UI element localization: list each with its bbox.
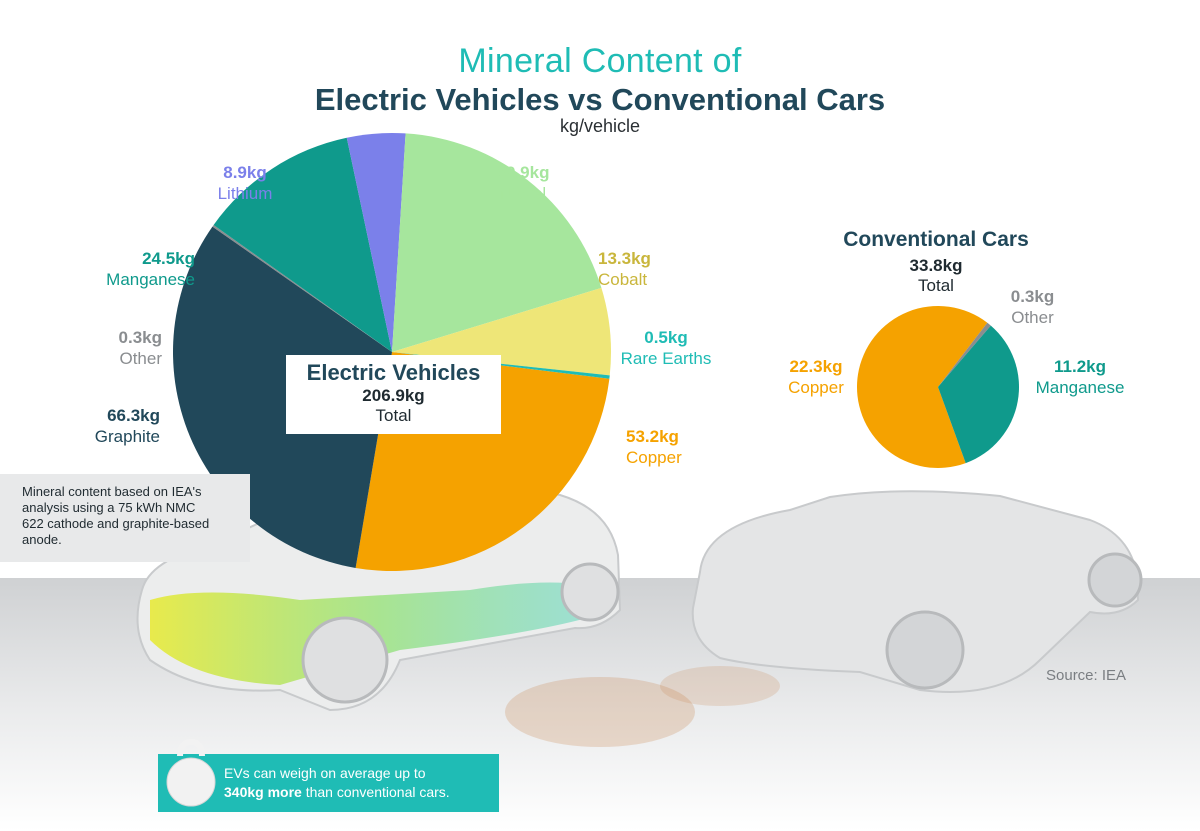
conventional-total-label: Total: [918, 276, 954, 295]
methodology-note-text: Mineral content based on IEA's analysis …: [22, 484, 210, 547]
cc-label-manganese-name: Manganese: [1035, 378, 1125, 397]
ev-total-label: Total: [375, 406, 412, 425]
cc-slice-manganese: [938, 325, 1019, 464]
conventional-total-value: 33.8kg: [909, 256, 963, 275]
ev-slice-other: [212, 224, 392, 352]
label-graphite-value: 66.3kg: [107, 406, 160, 425]
label-other: 0.3kg Other: [60, 327, 162, 369]
cc-label-copper-name: Copper: [788, 378, 844, 397]
ev-slice-cobalt: [392, 287, 611, 376]
label-manganese-value: 24.5kg: [142, 249, 195, 268]
label-graphite-name: Graphite: [94, 427, 160, 446]
label-copper: 53.2kg Copper: [626, 426, 746, 468]
weight-banner-bold: 340kg more: [224, 784, 302, 800]
weight-banner: EVs can weigh on average up to 340kg mor…: [158, 738, 499, 812]
methodology-note: Mineral content based on IEA's analysis …: [0, 474, 250, 562]
weight-banner-line1: EVs can weigh on average up to: [224, 765, 426, 781]
label-other-value: 0.3kg: [118, 328, 162, 347]
ev-total-value: 206.9kg: [362, 386, 425, 405]
cc-label-other: 0.3kg Other: [975, 286, 1090, 328]
kettlebell-icon: [166, 738, 216, 807]
cc-label-copper-value: 22.3kg: [789, 357, 843, 376]
ev-slice-nickel: [392, 133, 602, 352]
weight-banner-text: EVs can weigh on average up to 340kg mor…: [224, 764, 450, 802]
chart-unit: kg/vehicle: [559, 116, 641, 136]
ev-slice-lithium: [346, 133, 406, 352]
ev-total-box: Electric Vehicles 206.9kg Total: [286, 355, 501, 434]
label-other-name: Other: [119, 349, 162, 368]
chart-title: Electric Vehicles vs Conventional Cars: [314, 82, 886, 117]
label-rare-earths-value: 0.5kg: [644, 328, 688, 347]
label-rare-earths-name: Rare Earths: [620, 349, 712, 368]
label-cobalt: 13.3kg Cobalt: [598, 248, 718, 290]
cc-slice-copper: [857, 306, 988, 468]
label-copper-value: 53.2kg: [626, 427, 679, 446]
ev-pie-title: Electric Vehicles: [306, 360, 481, 385]
label-nickel: 39.9kg Nickel: [473, 162, 573, 204]
label-rare-earths: 0.5kg Rare Earths: [606, 327, 726, 369]
conventional-pie-chart: [857, 306, 1019, 468]
label-graphite: 66.3kg Graphite: [40, 405, 160, 447]
conventional-car: [691, 490, 1143, 693]
label-nickel-name: Nickel: [499, 184, 547, 203]
conventional-pie-title: Conventional Cars: [843, 228, 1029, 251]
label-copper-name: Copper: [626, 448, 682, 467]
cc-label-manganese-value: 11.2kg: [1054, 357, 1106, 376]
label-lithium-name: Lithium: [217, 184, 273, 203]
source-credit: Source: IEA: [1046, 667, 1127, 684]
label-manganese-name: Manganese: [106, 270, 195, 289]
weight-banner-rest: than conventional cars.: [305, 784, 450, 800]
label-cobalt-value: 13.3kg: [598, 249, 651, 268]
label-cobalt-name: Cobalt: [598, 270, 648, 289]
ev-slice-manganese: [213, 137, 392, 352]
exhaust-smoke: [505, 677, 695, 747]
cc-label-other-name: Other: [1011, 308, 1054, 327]
conventional-total: 33.8kg Total: [796, 256, 1076, 296]
cc-label-other-value: 0.3kg: [1010, 287, 1055, 306]
label-nickel-value: 39.9kg: [496, 163, 550, 182]
cc-label-copper: 22.3kg Copper: [762, 356, 870, 398]
chart-supertitle: Mineral Content of: [458, 42, 742, 80]
label-lithium: 8.9kg Lithium: [195, 162, 295, 204]
label-manganese: 24.5kg Manganese: [60, 248, 195, 290]
cc-label-manganese: 11.2kg Manganese: [1020, 356, 1140, 398]
label-lithium-value: 8.9kg: [223, 163, 267, 182]
cc-slice-other: [938, 322, 991, 387]
